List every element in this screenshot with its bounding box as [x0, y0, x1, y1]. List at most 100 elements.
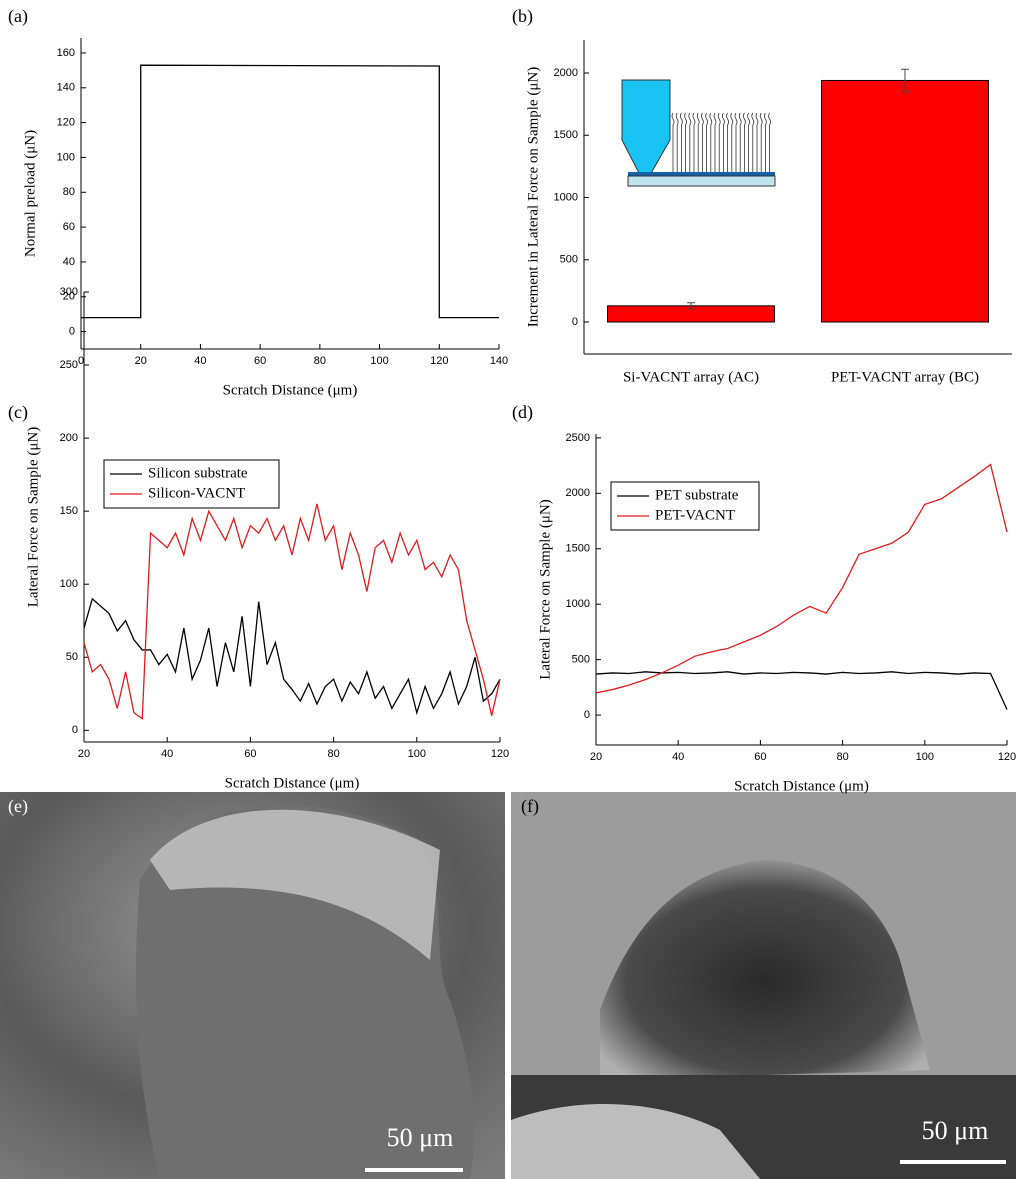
legend-label: PET-VACNT [655, 507, 735, 523]
x-tick-label: 80 [836, 751, 848, 763]
nanotube [675, 112, 679, 172]
y-tick-label: 120 [57, 117, 75, 129]
nanotube [684, 112, 687, 172]
y-tick-label: 60 [63, 221, 75, 233]
x-tick-label: 40 [194, 355, 206, 367]
y-tick-label: 1000 [566, 598, 590, 610]
panel-label: (d) [512, 402, 533, 423]
nanotube [738, 112, 742, 172]
x-axis-label: Scratch Distance (μm) [225, 775, 360, 791]
legend-box [103, 459, 280, 509]
nanotube [671, 112, 675, 172]
x-tick-label: 120 [491, 748, 509, 760]
nanotube [747, 112, 750, 172]
y-tick-label: 50 [66, 651, 78, 663]
film [628, 172, 775, 176]
scale-label: 50 μm [922, 1116, 989, 1145]
x-tick-label: 80 [314, 355, 326, 367]
x-tick-label: 60 [244, 748, 256, 760]
bar [821, 79, 989, 323]
sem-flake [150, 809, 440, 960]
nanotube [709, 112, 713, 172]
x-tick-label: 100 [916, 751, 934, 763]
sem-image: 50 μm (e) [0, 792, 505, 1179]
x-tick-label: 80 [327, 748, 339, 760]
y-tick-label: 1500 [566, 543, 590, 555]
nanotube [755, 112, 759, 172]
x-tick-label: 60 [754, 751, 766, 763]
y-tick-label: 0 [584, 709, 590, 721]
y-axis-label: Normal preload (μN) [22, 130, 38, 257]
y-tick-label: 2500 [566, 432, 590, 444]
y-tick-label: 300 [60, 286, 78, 298]
x-tick-label: 40 [161, 748, 173, 760]
y-axis-label: Lateral Force on Sample (μN) [25, 427, 41, 607]
legend-box [610, 481, 760, 531]
nanotube [751, 112, 755, 172]
x-tick-label: 20 [78, 748, 90, 760]
legend-label: Silicon substrate [148, 465, 248, 481]
y-tick-label: 2000 [566, 487, 590, 499]
nanotube [696, 112, 700, 172]
x-tick-label: 20 [135, 355, 147, 367]
schematic-inset [621, 79, 776, 187]
y-tick-label: 250 [60, 359, 78, 371]
x-tick-label: 140 [490, 355, 508, 367]
x-tick-label: 60 [254, 355, 266, 367]
nanotube [717, 112, 721, 172]
x-tick-label: 100 [370, 355, 388, 367]
y-tick-label: 0 [572, 316, 578, 328]
nanotube [759, 112, 763, 172]
nanotube [701, 112, 704, 172]
y-tick-label: 1000 [554, 191, 578, 203]
substrate [627, 175, 776, 187]
error-bar [901, 68, 909, 93]
x-tick-label: 40 [672, 751, 684, 763]
panel-label: (e) [8, 796, 28, 817]
nanotube [730, 112, 734, 172]
panel-label: (b) [512, 6, 533, 27]
line-series [595, 463, 1008, 694]
line-series [83, 503, 501, 720]
y-tick-label: 200 [60, 432, 78, 444]
probe-tip [621, 79, 671, 176]
y-tick-label: 0 [69, 325, 75, 337]
y-tick-label: 40 [63, 256, 75, 268]
nanotube [743, 112, 746, 172]
scale-label: 50 μm [387, 1123, 454, 1152]
nanotube [734, 112, 738, 172]
y-tick-label: 500 [572, 654, 590, 666]
y-axis-label: Increment in Lateral Force on Sample (μN… [525, 67, 541, 327]
x-tick-label: 100 [408, 748, 426, 760]
y-tick-label: 20 [63, 291, 75, 303]
nanotube [713, 112, 717, 172]
panel-label: (c) [8, 402, 28, 423]
y-tick-label: 80 [63, 186, 75, 198]
y-tick-label: 160 [57, 47, 75, 59]
sem-image: 50 μm (f) [511, 792, 1016, 1179]
y-tick-label: 140 [57, 82, 75, 94]
y-axis-label: Lateral Force on Sample (μN) [537, 499, 553, 679]
x-axis-label: Scratch Distance (μm) [734, 778, 869, 794]
x-tick-label: 120 [430, 355, 448, 367]
legend-label: Silicon-VACNT [148, 485, 245, 501]
line-series [595, 671, 1008, 710]
sem-trench [600, 860, 930, 1080]
y-tick-label: 100 [60, 578, 78, 590]
y-tick-label: 500 [560, 254, 578, 266]
panel-label: (f) [521, 796, 539, 817]
sem-ridge [511, 1103, 760, 1179]
y-tick-label: 0 [72, 724, 78, 736]
y-tick-label: 2000 [554, 67, 578, 79]
y-tick-label: 1500 [554, 129, 578, 141]
x-tick-label: 20 [590, 751, 602, 763]
x-tick-label: Si-VACNT array (AC) [623, 369, 759, 385]
x-tick-label: 120 [998, 751, 1016, 763]
x-axis-label: Scratch Distance (μm) [223, 382, 358, 398]
y-tick-label: 100 [57, 151, 75, 163]
x-tick-label: PET-VACNT array (BC) [831, 369, 979, 385]
nanotube [680, 112, 683, 172]
line-series [83, 597, 501, 716]
nanotube [768, 112, 771, 172]
